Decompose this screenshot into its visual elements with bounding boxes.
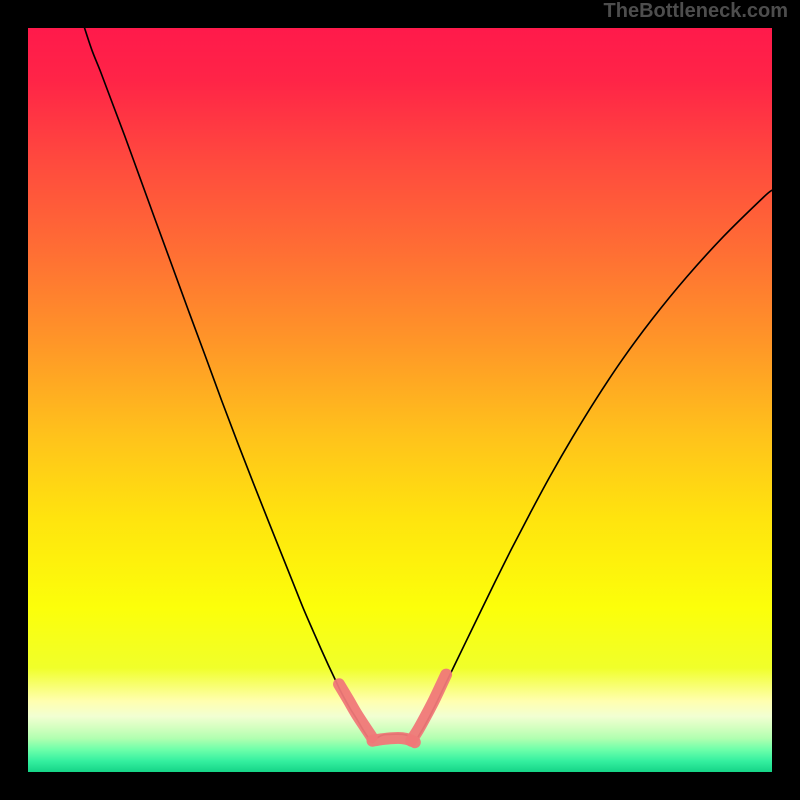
highlight-marker-stroke: [411, 675, 446, 741]
watermark-text: TheBottleneck.com: [604, 0, 788, 23]
chart-stage: TheBottleneck.com: [0, 0, 800, 800]
plot-area: [28, 28, 772, 772]
bottleneck-curve: [28, 28, 772, 772]
bottleneck-line: [85, 28, 772, 742]
highlight-marker-stroke: [339, 684, 372, 737]
